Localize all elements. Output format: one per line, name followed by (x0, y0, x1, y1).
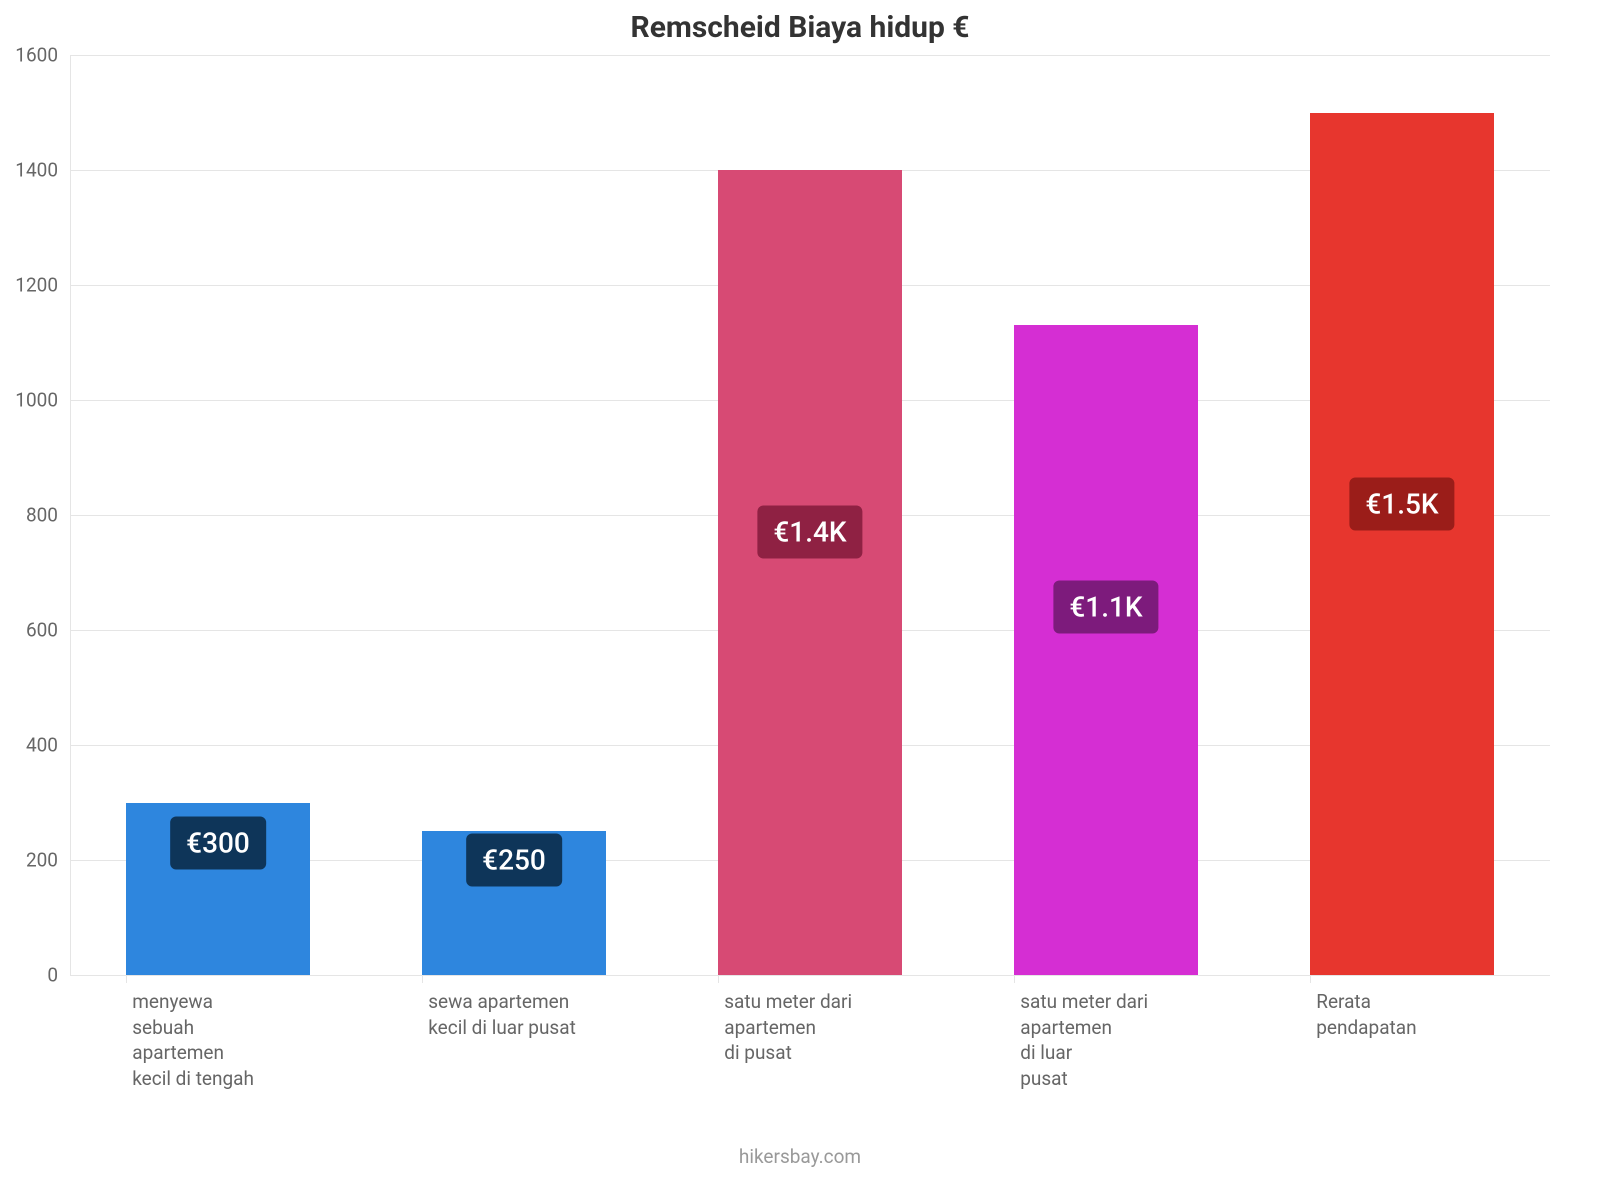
x-tick (422, 975, 423, 983)
y-tick-label: 400 (0, 734, 58, 757)
y-tick-label: 1200 (0, 274, 58, 297)
x-tick (1014, 975, 1015, 983)
bar (1014, 325, 1198, 975)
bar (718, 170, 902, 975)
x-axis-label: satu meter dari apartemen di pusat (724, 989, 948, 1066)
x-axis-label: sewa apartemen kecil di luar pusat (428, 989, 652, 1040)
y-tick-label: 200 (0, 849, 58, 872)
x-tick (1310, 975, 1311, 983)
value-badge: €300 (170, 816, 266, 869)
x-axis-label: menyewa sebuah apartemen kecil di tengah (132, 989, 356, 1092)
value-badge: €250 (466, 834, 562, 887)
chart-title: Remscheid Biaya hidup € (0, 10, 1600, 45)
plot-area: 02004006008001000120014001600€300menyewa… (70, 55, 1550, 975)
chart-footer: hikersbay.com (0, 1145, 1600, 1168)
y-tick-label: 1000 (0, 389, 58, 412)
chart-container: Remscheid Biaya hidup € 0200400600800100… (0, 0, 1600, 1200)
y-tick-label: 0 (0, 964, 58, 987)
y-tick-label: 600 (0, 619, 58, 642)
y-axis-line (70, 55, 71, 975)
y-tick-label: 800 (0, 504, 58, 527)
y-tick-label: 1400 (0, 159, 58, 182)
x-axis-label: satu meter dari apartemen di luar pusat (1020, 989, 1244, 1092)
y-tick-label: 1600 (0, 44, 58, 67)
grid-line (70, 55, 1550, 56)
grid-line (70, 975, 1550, 976)
value-badge: €1.4K (757, 506, 862, 559)
x-axis-label: Rerata pendapatan (1316, 989, 1540, 1040)
value-badge: €1.1K (1053, 581, 1158, 634)
x-tick (126, 975, 127, 983)
value-badge: €1.5K (1349, 477, 1454, 530)
x-tick (718, 975, 719, 983)
bar (1310, 113, 1494, 976)
